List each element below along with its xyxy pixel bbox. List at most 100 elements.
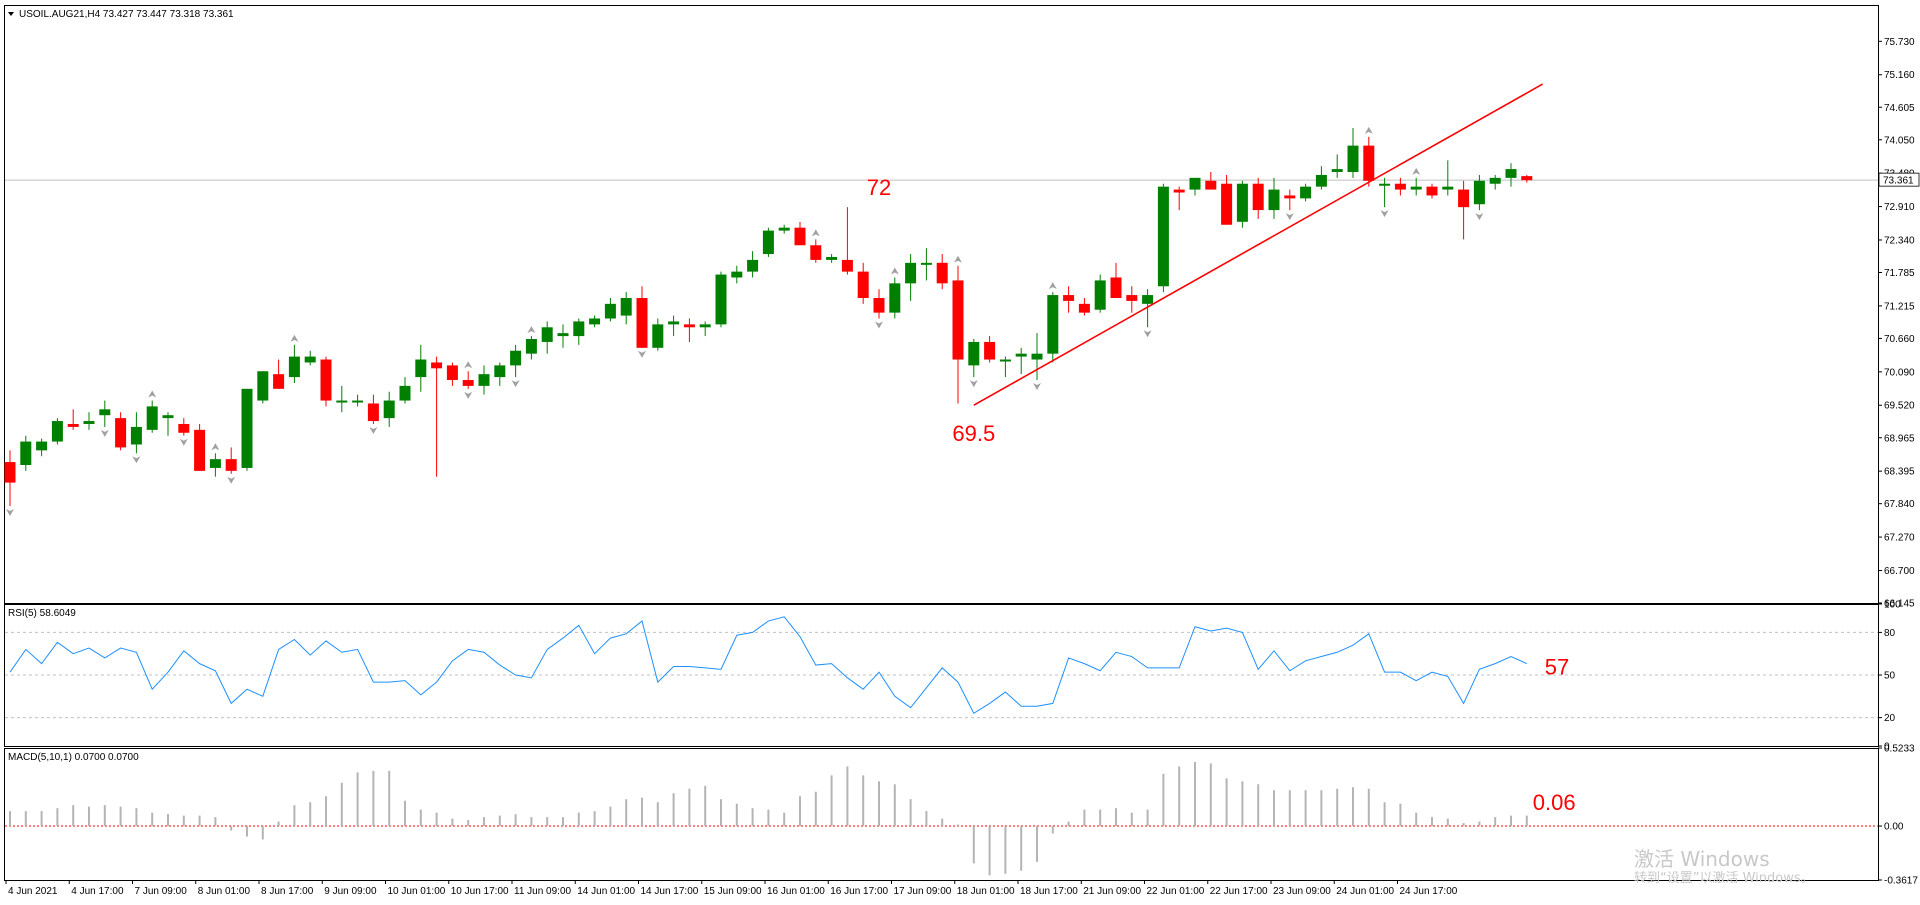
candle	[399, 377, 411, 404]
time-axis-label: 7 Jun 09:00	[135, 886, 188, 897]
candle	[1063, 286, 1075, 313]
candle	[1300, 183, 1312, 202]
price-axis-label: 66.145	[1884, 599, 1915, 610]
fractal-up-marker	[290, 334, 299, 342]
price-axis-label: 68.395	[1884, 467, 1915, 478]
candle	[762, 227, 774, 257]
price-axis-label: 66.700	[1884, 566, 1915, 577]
candle	[920, 248, 932, 281]
candle	[130, 412, 142, 454]
candle-body	[1442, 186, 1454, 190]
candle-body	[1110, 277, 1122, 298]
candle-body	[778, 227, 790, 231]
fractal-down-marker	[1380, 210, 1389, 218]
candle	[383, 391, 395, 427]
time-axis-label: 9 Jun 09:00	[324, 886, 377, 897]
time-axis-label: 16 Jun 01:00	[767, 886, 825, 897]
candle	[446, 362, 458, 386]
fractal-down-marker	[369, 426, 378, 434]
candle-body	[968, 341, 980, 366]
fractal-down-marker	[1143, 330, 1152, 338]
candle	[1410, 177, 1422, 196]
candle	[589, 315, 601, 328]
candle-body	[67, 423, 79, 427]
macd-panel-frame	[4, 748, 1879, 881]
candle-body	[1173, 189, 1185, 193]
fractal-up-marker	[464, 361, 473, 369]
candle-body	[1410, 186, 1422, 190]
candle-body	[1379, 183, 1391, 186]
candle-body	[288, 356, 300, 378]
candle-body	[446, 365, 458, 381]
candle	[778, 224, 790, 234]
candle	[1173, 186, 1185, 211]
candle	[999, 356, 1011, 378]
candle-body	[826, 256, 838, 260]
time-axis-label: 4 Jun 2021	[8, 886, 58, 897]
candle-body	[130, 426, 142, 445]
candle	[1110, 262, 1122, 298]
price-axis-label: 70.660	[1884, 334, 1915, 345]
time-axis: 4 Jun 2021 4 Jun 17:00 7 Jun 09:00 8 Jun 01…	[5, 880, 1458, 897]
candle-body	[1300, 186, 1312, 199]
time-axis-label: 4 Jun 17:00	[71, 886, 124, 897]
candle	[146, 400, 158, 433]
fractal-down-marker	[638, 350, 646, 358]
price-axis-label: 67.270	[1884, 533, 1915, 544]
rsi-label: RSI(5) 58.6049	[8, 608, 76, 619]
time-axis-label: 8 Jun 17:00	[261, 886, 314, 897]
candle-body	[1031, 353, 1043, 360]
candle-body	[194, 429, 206, 471]
candle-body	[1047, 295, 1059, 354]
candle	[984, 336, 996, 363]
candle-body	[636, 297, 648, 348]
price-axis-label: 69.520	[1884, 401, 1915, 412]
rsi-axis: 100 80 50 20 0	[1878, 600, 1901, 753]
candle	[1268, 177, 1280, 219]
candle	[668, 315, 680, 337]
candle	[1331, 154, 1343, 178]
fractal-down-marker	[464, 391, 473, 399]
candle-body	[999, 359, 1011, 362]
time-axis-label: 11 Jun 09:00	[514, 886, 572, 897]
candle-body	[51, 421, 63, 442]
price-annotation: 69.5	[952, 421, 995, 446]
candle	[352, 394, 364, 407]
fractal-down-marker	[1285, 213, 1294, 221]
price-annotation: 72	[867, 175, 891, 200]
candle-body	[1189, 177, 1201, 190]
candle-body	[573, 321, 585, 337]
candle-body	[715, 274, 727, 325]
fractal-up-marker	[954, 255, 962, 263]
candle-body	[1252, 183, 1264, 211]
rsi-axis-label: 80	[1884, 628, 1896, 639]
candle	[83, 412, 95, 430]
candle	[462, 371, 474, 389]
rsi-axis-label: 100	[1884, 600, 1901, 611]
rsi-line	[9, 616, 1528, 715]
candle-body	[920, 262, 932, 265]
candle-body	[478, 374, 490, 386]
candle	[604, 297, 616, 322]
candle-body	[541, 327, 553, 342]
current-price-label: 73.361	[1883, 176, 1914, 187]
fractal-up-marker	[1364, 126, 1373, 134]
candle-body	[241, 388, 253, 468]
candle	[478, 365, 490, 395]
fractal-up-marker	[811, 229, 820, 237]
candle-body	[604, 303, 616, 319]
fractal-down-marker	[969, 380, 978, 388]
fractal-down-marker	[100, 429, 109, 437]
price-axis-label: 70.090	[1884, 367, 1915, 378]
candle	[794, 221, 806, 246]
candle-body	[683, 324, 695, 328]
candle	[573, 318, 585, 345]
candle	[1078, 297, 1090, 316]
candle-body	[431, 362, 443, 369]
candle-body	[1268, 189, 1280, 211]
candle	[1015, 347, 1027, 375]
time-axis-label: 24 Jun 01:00	[1336, 886, 1394, 897]
candle-body	[525, 339, 537, 354]
